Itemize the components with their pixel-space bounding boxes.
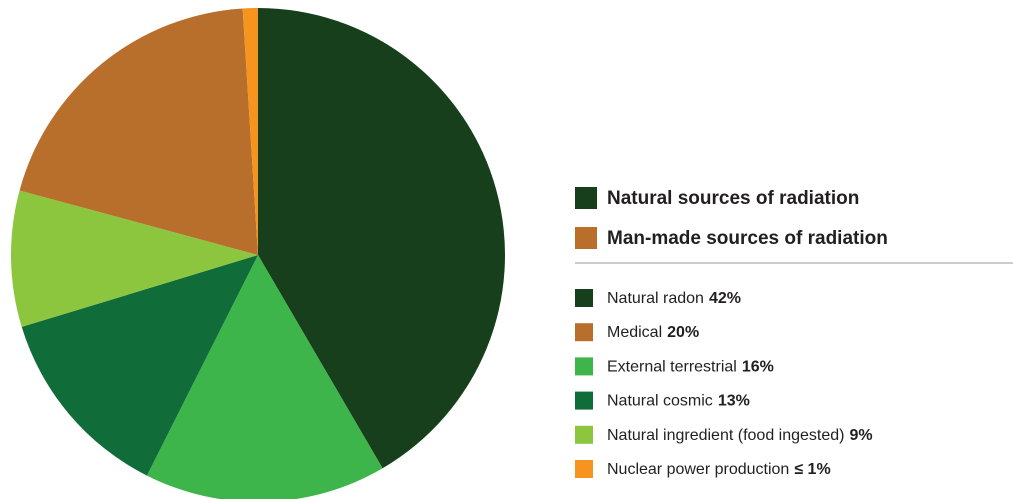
legend-label: Nuclear power production ≤ 1% — [607, 461, 831, 478]
pie-slice — [11, 190, 259, 327]
group-legend-swatch — [575, 227, 597, 249]
legend-category: Medical — [607, 324, 662, 341]
pie-slice — [258, 8, 505, 469]
legend-category: Nuclear power production — [607, 461, 789, 478]
legend-swatch — [575, 425, 593, 444]
legend-label: Natural radon 42% — [607, 290, 741, 307]
legend-value: 20% — [667, 324, 699, 341]
group-legend-swatch — [575, 187, 597, 209]
pie-slice — [146, 255, 383, 499]
legend-swatch — [575, 391, 593, 410]
legend-swatch — [575, 323, 593, 342]
legend-swatch — [575, 289, 593, 307]
legend-label: External terrestrial 16% — [607, 359, 774, 376]
legend-value: 16% — [742, 359, 774, 376]
legend-label: Natural ingredient (food ingested) 9% — [607, 427, 873, 444]
pie-slice — [19, 8, 259, 255]
legend-value: 9% — [849, 427, 872, 444]
legend-swatch — [575, 357, 593, 376]
pie-slice — [242, 8, 258, 255]
legend-label: Medical 20% — [607, 324, 699, 341]
legend-category: External terrestrial — [607, 359, 737, 376]
group-legend-label: Natural sources of radiation — [607, 188, 859, 209]
legend-label: Natural cosmic 13% — [607, 393, 750, 410]
legend-value: ≤ 1% — [794, 461, 830, 478]
legend-category: Natural cosmic — [607, 393, 713, 410]
legend-value: 13% — [718, 393, 750, 410]
legend-category: Natural ingredient (food ingested) — [607, 427, 844, 444]
legend-category: Natural radon — [607, 290, 704, 307]
pie-slice — [21, 255, 259, 476]
legend-value: 42% — [709, 290, 741, 307]
group-legend-label: Man-made sources of radiation — [607, 228, 888, 249]
legend-swatch — [575, 460, 593, 478]
